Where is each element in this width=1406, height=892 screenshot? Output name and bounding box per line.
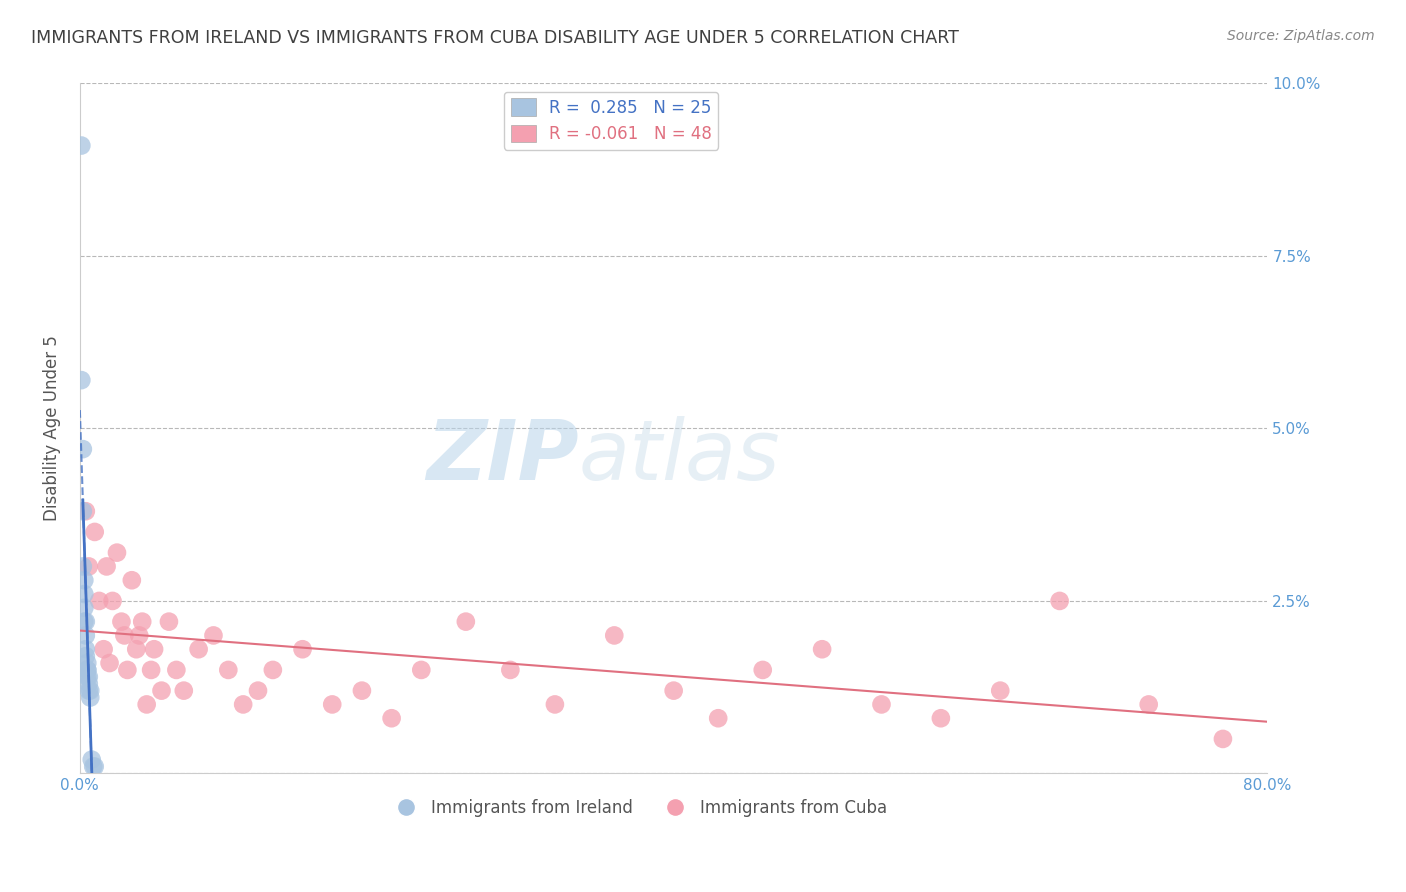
- Point: [135, 698, 157, 712]
- Point: [75, 615, 97, 629]
- Point: [202, 628, 225, 642]
- Point: [1137, 698, 1160, 712]
- Legend: Immigrants from Ireland, Immigrants from Cuba: Immigrants from Ireland, Immigrants from…: [382, 792, 893, 823]
- Point: [70, 373, 93, 387]
- Point: [128, 628, 150, 642]
- Point: [143, 642, 166, 657]
- Point: [82, 759, 104, 773]
- Point: [157, 615, 180, 629]
- Point: [70, 138, 93, 153]
- Point: [75, 628, 97, 642]
- Point: [76, 663, 98, 677]
- Point: [870, 698, 893, 712]
- Point: [173, 683, 195, 698]
- Point: [89, 594, 111, 608]
- Point: [751, 663, 773, 677]
- Point: [603, 628, 626, 642]
- Point: [929, 711, 952, 725]
- Point: [96, 559, 118, 574]
- Point: [105, 546, 128, 560]
- Point: [75, 649, 97, 664]
- Point: [131, 615, 153, 629]
- Point: [76, 663, 98, 677]
- Point: [232, 698, 254, 712]
- Point: [381, 711, 404, 725]
- Point: [165, 663, 187, 677]
- Point: [75, 642, 97, 657]
- Point: [187, 642, 209, 657]
- Point: [73, 587, 96, 601]
- Point: [76, 670, 98, 684]
- Text: Source: ZipAtlas.com: Source: ZipAtlas.com: [1227, 29, 1375, 43]
- Point: [93, 642, 115, 657]
- Y-axis label: Disability Age Under 5: Disability Age Under 5: [44, 335, 60, 521]
- Point: [247, 683, 270, 698]
- Point: [117, 663, 139, 677]
- Point: [76, 656, 98, 670]
- Point: [80, 753, 103, 767]
- Point: [139, 663, 162, 677]
- Point: [77, 677, 100, 691]
- Point: [662, 683, 685, 698]
- Point: [454, 615, 477, 629]
- Point: [79, 683, 101, 698]
- Point: [544, 698, 567, 712]
- Point: [83, 524, 105, 539]
- Point: [988, 683, 1011, 698]
- Point: [291, 642, 314, 657]
- Point: [101, 594, 124, 608]
- Point: [79, 690, 101, 705]
- Point: [72, 504, 94, 518]
- Point: [262, 663, 284, 677]
- Point: [811, 642, 834, 657]
- Point: [110, 615, 132, 629]
- Point: [83, 759, 105, 773]
- Point: [499, 663, 522, 677]
- Point: [1049, 594, 1071, 608]
- Point: [150, 683, 173, 698]
- Point: [72, 442, 94, 457]
- Point: [77, 683, 100, 698]
- Text: IMMIGRANTS FROM IRELAND VS IMMIGRANTS FROM CUBA DISABILITY AGE UNDER 5 CORRELATI: IMMIGRANTS FROM IRELAND VS IMMIGRANTS FR…: [31, 29, 959, 46]
- Text: atlas: atlas: [579, 416, 780, 497]
- Point: [125, 642, 148, 657]
- Point: [707, 711, 730, 725]
- Point: [73, 600, 96, 615]
- Point: [350, 683, 373, 698]
- Point: [1212, 731, 1234, 746]
- Point: [77, 670, 100, 684]
- Point: [217, 663, 239, 677]
- Point: [72, 559, 94, 574]
- Point: [75, 504, 97, 518]
- Point: [77, 559, 100, 574]
- Point: [73, 573, 96, 587]
- Point: [112, 628, 135, 642]
- Text: ZIP: ZIP: [426, 416, 579, 497]
- Point: [73, 615, 96, 629]
- Point: [411, 663, 433, 677]
- Point: [98, 656, 121, 670]
- Point: [321, 698, 343, 712]
- Point: [121, 573, 143, 587]
